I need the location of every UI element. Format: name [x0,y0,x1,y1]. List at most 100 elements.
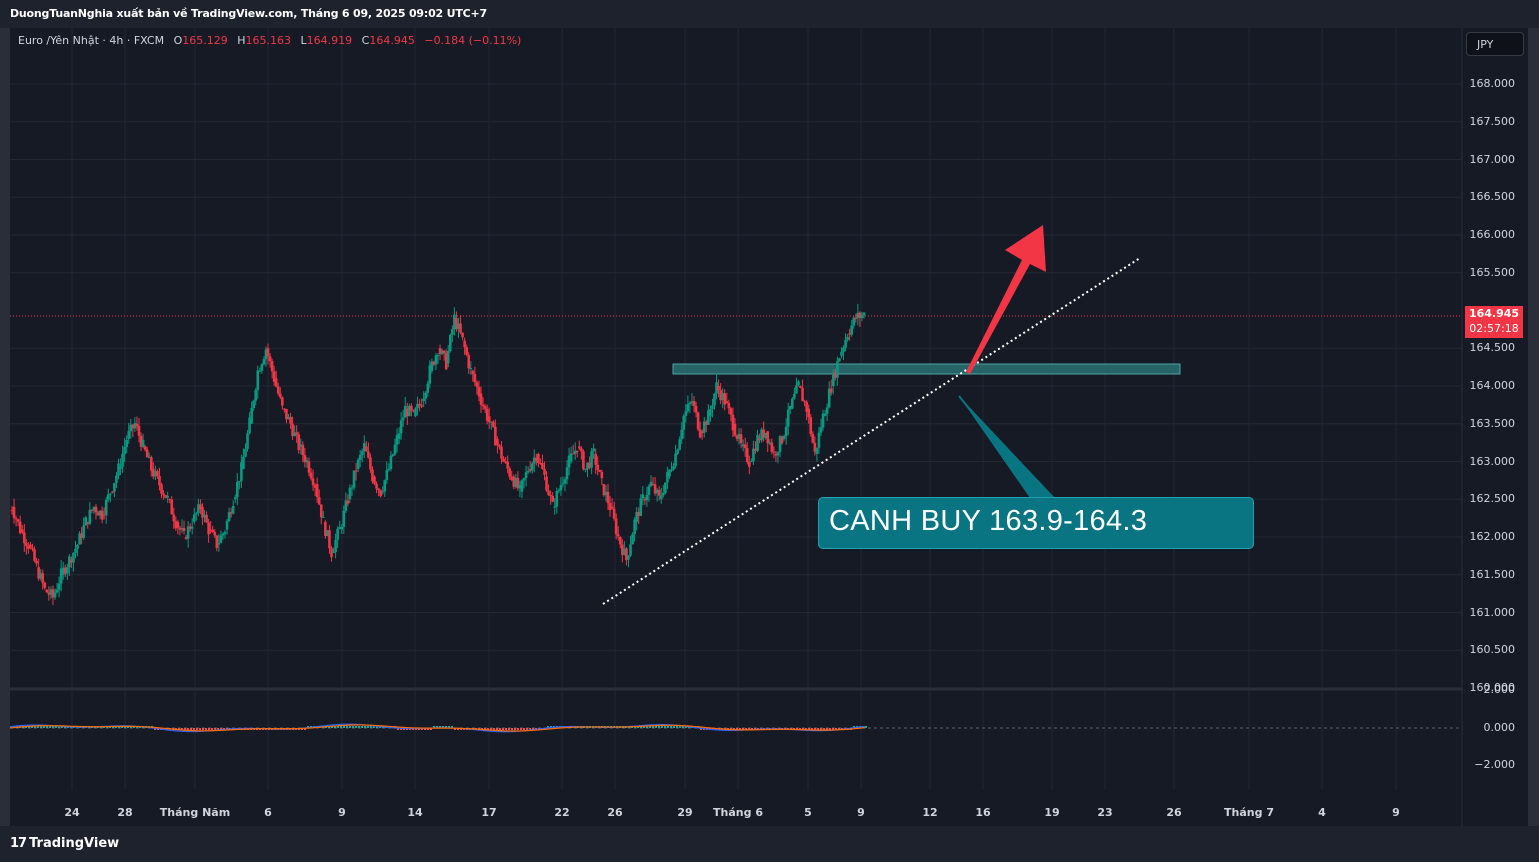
candle-body [338,527,341,530]
candles [10,303,866,606]
candle-body [395,434,399,445]
time-axis-label: 9 [1392,806,1400,819]
candle-body [252,400,255,409]
candle-body [41,573,45,583]
histogram-bar [520,728,522,730]
candle-body [387,469,391,471]
candle-body [14,518,18,520]
histogram-bar [31,726,33,728]
candle-body [553,506,557,508]
currency-button[interactable]: JPY [1466,32,1524,56]
histogram-bar [751,728,753,730]
candle-body [487,416,491,423]
histogram-bar [58,726,60,728]
price-axis-label: 163.000 [1469,454,1516,468]
candle-body [516,477,520,489]
histogram-bar [529,728,531,730]
candle-body [352,470,356,488]
price-axis-label: 165.500 [1469,265,1516,279]
candle-body [827,388,831,408]
high-label: H [237,34,246,47]
candle-body [242,456,245,470]
candle-body [489,421,493,423]
chart-pane[interactable] [10,28,1528,826]
histogram-bar [853,726,855,728]
histogram-bar [154,728,156,730]
candle-body [199,504,202,510]
histogram-bar [331,726,333,728]
candle-body [92,506,96,511]
histogram-bar [52,726,54,728]
histogram-bar [448,726,450,728]
candle-body [166,495,169,498]
candle-body [297,434,301,451]
candle-body [782,436,786,439]
histogram-bar [427,728,429,730]
candle-body [260,364,264,371]
histogram-bar [184,728,186,730]
candle-body [354,470,358,472]
candle-body [65,567,69,574]
symbol-legend[interactable]: Euro /Yên Nhật · 4h · FXCM O165.129 H165… [18,34,521,47]
candle-body [637,512,641,516]
histogram-bar [211,728,213,730]
candle-body [63,567,67,574]
candle-body [410,405,413,411]
candle-body [20,529,24,533]
candle-body [623,548,626,555]
candle-body [22,532,26,544]
candle-body [582,451,585,470]
candle-body [842,347,845,352]
candle-body [94,506,98,513]
histogram-bar [502,728,504,730]
publisher-bar: DuongTuanNghia xuất bản về TradingView.c… [0,0,1539,28]
candle-body [446,350,450,364]
candle-body [704,421,708,425]
candle-body [53,592,57,598]
candle-body [829,388,833,393]
candle-body [332,551,335,553]
up-arrow [966,225,1046,374]
candle-body [580,448,583,452]
candle-body [547,490,550,495]
candle-body [795,385,798,394]
candle-body [188,526,192,529]
candle-body [498,444,501,447]
candle-body [696,412,700,430]
candle-body [719,390,722,401]
candle-body [215,535,219,549]
candle-body [12,506,16,519]
time-axis-label: Tháng 7 [1224,806,1274,819]
candle-body [139,435,143,447]
candle-body [330,548,333,558]
histogram-bar [712,728,714,730]
candle-body [405,408,409,417]
candle-body [256,370,260,391]
candle-body [137,426,141,436]
oscillator [9,723,867,733]
histogram-bar [811,728,813,730]
time-axis-label: 5 [804,806,812,819]
candle-body [453,314,456,330]
candle-body [514,477,518,487]
candle-body [586,462,589,470]
candle-body [647,486,651,495]
candle-body [520,480,524,492]
candle-body [414,408,417,417]
candle-body [301,444,305,456]
price-axis-label: 162.500 [1469,492,1516,506]
buy-callout[interactable]: CANH BUY 163.9-164.3 [818,497,1254,549]
time-axis-label: 23 [1097,806,1113,819]
tradingview-logo[interactable]: 17 TradingView [10,836,119,851]
candle-body [500,446,503,459]
candle-body [834,372,837,378]
candle-body [424,392,428,399]
candle-body [340,526,344,530]
histogram-bar [193,728,195,730]
candle-body [700,431,704,433]
candle-body [211,529,215,533]
candle-body [143,446,147,450]
candle-body [799,386,802,388]
histogram-bar [397,728,399,730]
